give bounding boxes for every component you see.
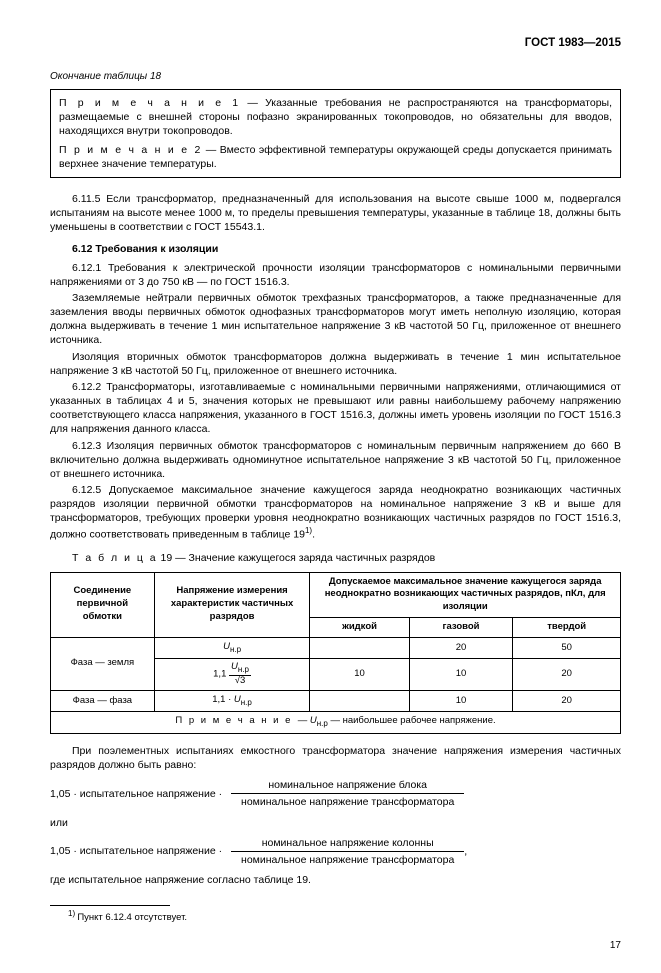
footnote-ref: 1)	[305, 526, 312, 535]
eq1-lhs: 1,05 · испытательное напряжение ·	[50, 787, 222, 801]
table-19-caption: Т а б л и ц а 19 — Значение кажущегося з…	[50, 551, 621, 565]
t19-v10a: 10	[310, 659, 409, 690]
para-6-12-1: 6.12.1 Требования к электрической прочно…	[50, 261, 621, 289]
eq2-comma: ,	[464, 845, 467, 857]
para-6-12-5-text: 6.12.5 Допускаемое максимальное значение…	[50, 484, 621, 540]
table-19: Соединение первичной обмотки Напряжение …	[50, 572, 621, 734]
table-19-caption-label: Т а б л и ц а	[72, 552, 158, 564]
t19-r1c2: Uн.р	[154, 637, 310, 659]
para-6-12-2: 6.12.2 Трансформаторы, изготавливаемые с…	[50, 380, 621, 437]
t19-empty2	[310, 690, 409, 712]
equation-2: 1,05 · испытательное напряжение · номина…	[50, 836, 621, 867]
table-continuation-label: Окончание таблицы 18	[50, 70, 621, 84]
frac-u: U	[231, 661, 238, 672]
para-6-12-1b: Заземляемые нейтрали первичных обмоток т…	[50, 291, 621, 348]
t19-empty	[310, 637, 409, 659]
t19-note: П р и м е ч а н и е — Uн.р — наибольшее …	[51, 712, 621, 734]
notes-box: П р и м е ч а н и е 1 — Указанные требов…	[50, 89, 621, 178]
frac-u-sqrt3: Uн.р √3	[229, 662, 251, 686]
footnote-rule	[50, 905, 170, 906]
u-sub: н.р	[230, 645, 241, 654]
u-symbol-2: U	[234, 694, 241, 705]
t19-h1: Соединение первичной обмотки	[51, 572, 155, 637]
eq2-lhs: 1,05 · испытательное напряжение ·	[50, 844, 222, 858]
t19-note-label: П р и м е ч а н и е	[175, 715, 292, 726]
t19-v10c: 10	[409, 690, 513, 712]
document-id: ГОСТ 1983—2015	[50, 36, 621, 52]
equation-1: 1,05 · испытательное напряжение · номина…	[50, 778, 621, 809]
t19-v50: 50	[513, 637, 621, 659]
where-para: где испытательное напряжение согласно та…	[50, 873, 621, 887]
page-number: 17	[50, 939, 621, 953]
note-2: П р и м е ч а н и е 2 — Вместо эффективн…	[59, 143, 612, 171]
heading-6-12: 6.12 Требования к изоляции	[50, 242, 621, 256]
t19-v20c: 20	[513, 690, 621, 712]
frac-u-sub: н.р	[238, 665, 249, 674]
t19-r2c2: 1,1 Uн.р √3	[154, 659, 310, 690]
coef-11b: 1,1 ·	[212, 694, 234, 705]
eq2-den: номинальное напряжение трансформатора	[231, 852, 464, 867]
t19-v20b: 20	[513, 659, 621, 690]
para-6-12-5: 6.12.5 Допускаемое максимальное значение…	[50, 483, 621, 541]
ili: или	[50, 816, 621, 830]
t19-h2: Напряжение измерения характеристик части…	[154, 572, 310, 637]
footnote-text: Пункт 6.12.4 отсутствует.	[77, 912, 187, 923]
after-table-para: При поэлементных испытаниях емкостного т…	[50, 744, 621, 772]
eq1-den: номинальное напряжение трансформатора	[231, 794, 464, 809]
para-6-12-3: 6.12.3 Изоляция первичных обмоток трансф…	[50, 439, 621, 482]
u-symbol: U	[223, 641, 230, 652]
eq1-frac: номинальное напряжение блока номинальное…	[231, 778, 464, 809]
t19-v20a: 20	[409, 637, 513, 659]
t19-sub3: твердой	[513, 617, 621, 637]
footnote: 1) Пункт 6.12.4 отсутствует.	[50, 909, 621, 925]
t19-note-text: — наибольшее рабочее напряжение.	[330, 715, 495, 726]
t19-sub2: газовой	[409, 617, 513, 637]
u-sub-2: н.р	[241, 697, 252, 706]
table-19-caption-text: 19 — Значение кажущегося заряда частичны…	[161, 552, 436, 564]
eq2-num: номинальное напряжение колонны	[231, 836, 464, 852]
t19-note-u-sub: н.р	[317, 719, 328, 728]
eq1-num: номинальное напряжение блока	[231, 778, 464, 794]
footnote-marker: 1)	[68, 909, 77, 918]
t19-note-u: U	[310, 715, 317, 726]
t19-r3c1: Фаза — фаза	[51, 690, 155, 712]
coef-11: 1,1	[213, 669, 226, 680]
t19-v10b: 10	[409, 659, 513, 690]
note-2-label: П р и м е ч а н и е 2	[59, 144, 202, 156]
note-1-label: П р и м е ч а н и е 1	[59, 97, 240, 109]
frac-sqrt3: √3	[229, 676, 251, 686]
t19-r3c2: 1,1 · Uн.р	[154, 690, 310, 712]
t19-h3: Допускаемое максимальное значение кажуще…	[310, 572, 621, 617]
para-6-11-5: 6.11.5 Если трансформатор, предназначенн…	[50, 192, 621, 235]
t19-r1c1: Фаза — земля	[51, 637, 155, 690]
para-6-12-1c: Изоляция вторичных обмоток трансформатор…	[50, 350, 621, 378]
eq2-frac: номинальное напряжение колонны номинальн…	[231, 836, 464, 867]
t19-sub1: жидкой	[310, 617, 409, 637]
note-1: П р и м е ч а н и е 1 — Указанные требов…	[59, 96, 612, 139]
